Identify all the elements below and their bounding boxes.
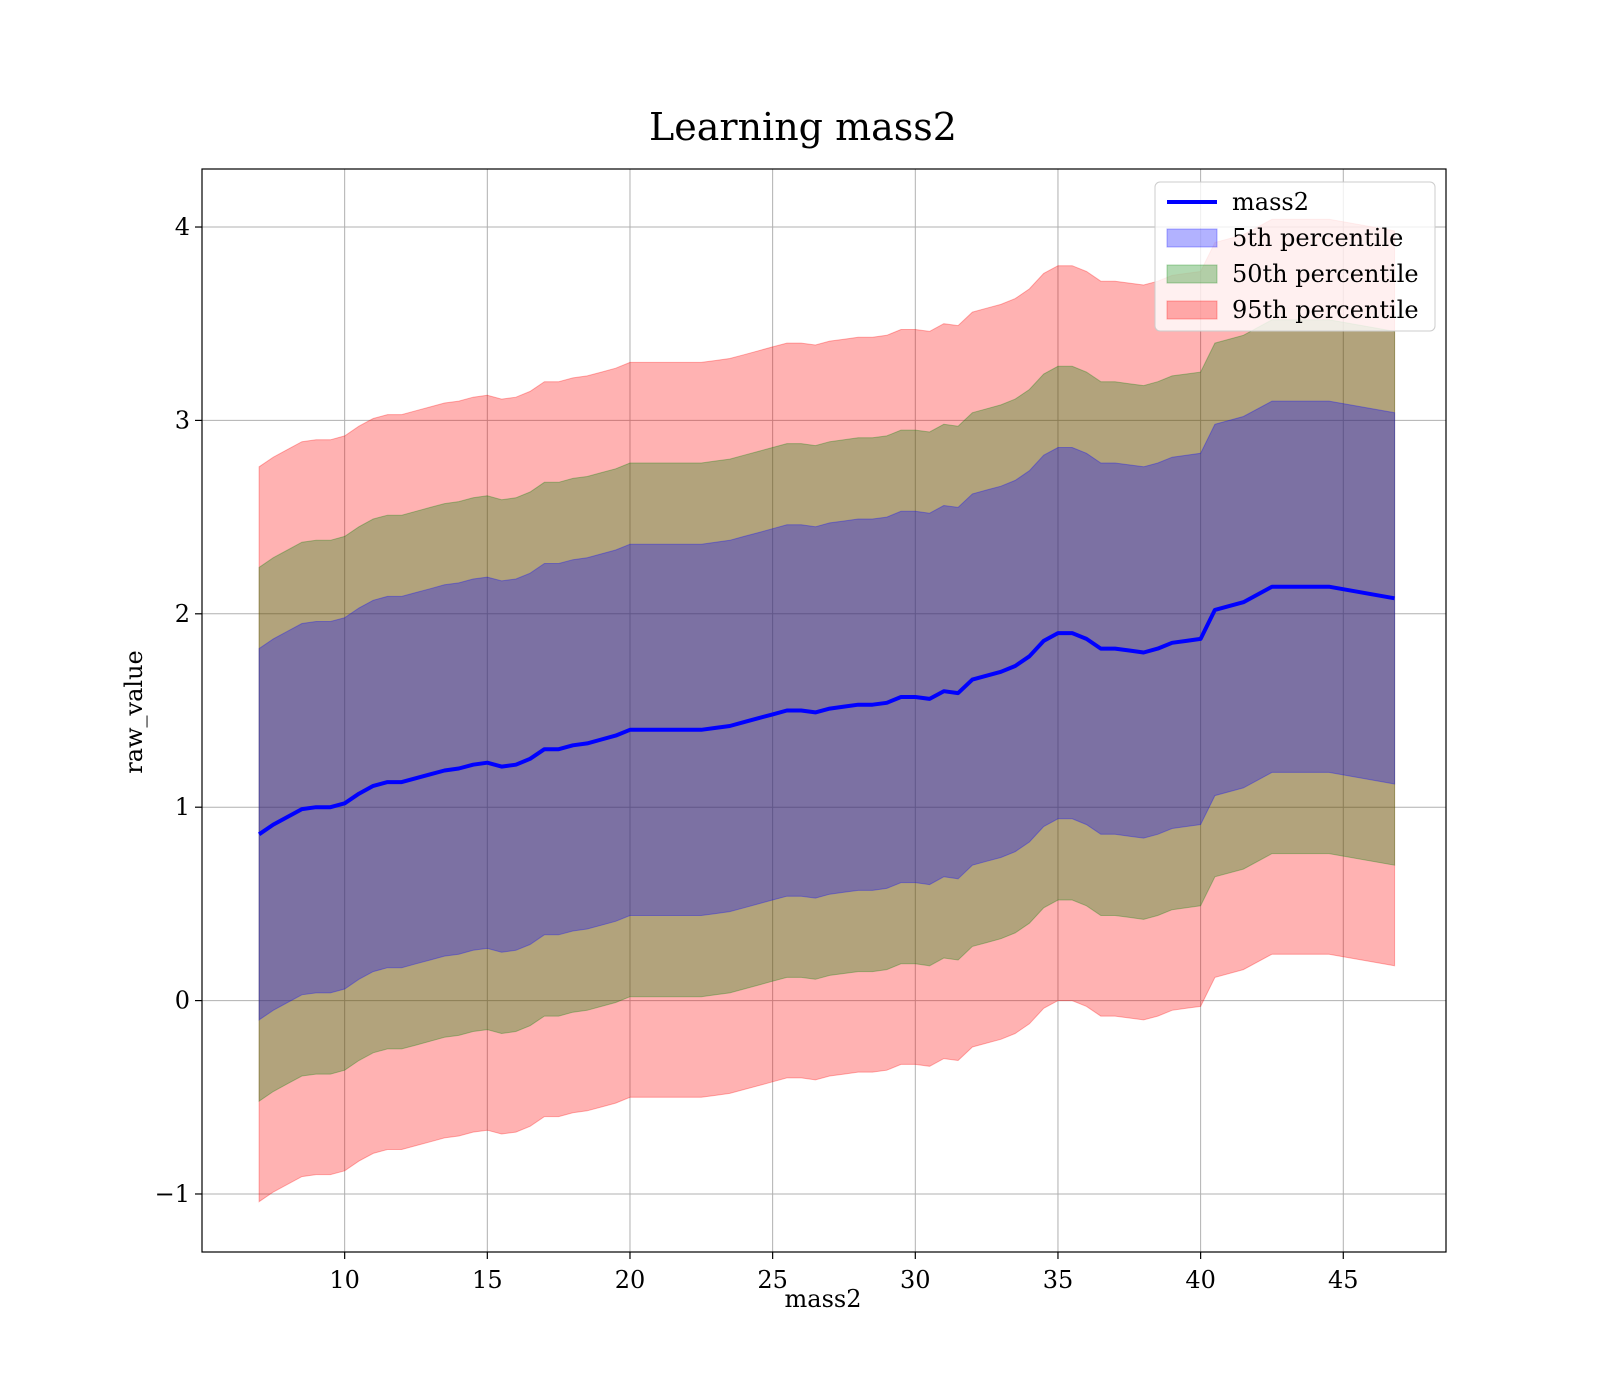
grid: [202, 169, 1446, 1252]
plot-frame: [201, 168, 1447, 1253]
y-axis-ticks: −1 0 1 2 3 4: [155, 213, 202, 1208]
x-tick-label: 25: [757, 1266, 788, 1294]
series-lines: [257, 584, 1395, 836]
series-line-mass2: [257, 584, 1395, 836]
legend-entry-label: mass2: [1232, 188, 1309, 216]
y-axis-label: raw_value: [120, 650, 148, 774]
legend-swatch-band: [1166, 228, 1218, 248]
legend-entry-label: 95th percentile: [1232, 296, 1419, 324]
x-axis-ticks: 10 15 20 25 30 35 40 45: [329, 1252, 1359, 1294]
x-tick-label: 20: [615, 1266, 646, 1294]
chart-title: Learning mass2: [649, 105, 957, 149]
y-tick-label: 2: [175, 600, 190, 628]
x-tick-label: 15: [472, 1266, 503, 1294]
x-axis-label: mass2: [785, 1285, 862, 1313]
legend-swatch-band: [1166, 264, 1218, 284]
x-tick-label: 45: [1328, 1266, 1359, 1294]
y-tick-label: 3: [175, 406, 190, 434]
legend-box: [1154, 181, 1436, 332]
x-tick-label: 40: [1185, 1266, 1216, 1294]
y-tick-label: 4: [175, 213, 190, 241]
y-tick-label: 0: [175, 987, 190, 1015]
legend: mass2 5th percentile 50th percentile 95th p…: [1154, 181, 1436, 332]
legend-entry-label: 50th percentile: [1232, 260, 1419, 288]
legend-swatch-band: [1166, 300, 1218, 320]
y-tick-label: 1: [175, 793, 190, 821]
x-tick-label: 30: [900, 1266, 931, 1294]
legend-entry-label: 5th percentile: [1232, 224, 1403, 252]
percentile-bands: [258, 218, 1396, 1203]
y-tick-label: −1: [155, 1180, 190, 1208]
x-tick-label: 35: [1043, 1266, 1074, 1294]
x-tick-label: 10: [329, 1266, 360, 1294]
